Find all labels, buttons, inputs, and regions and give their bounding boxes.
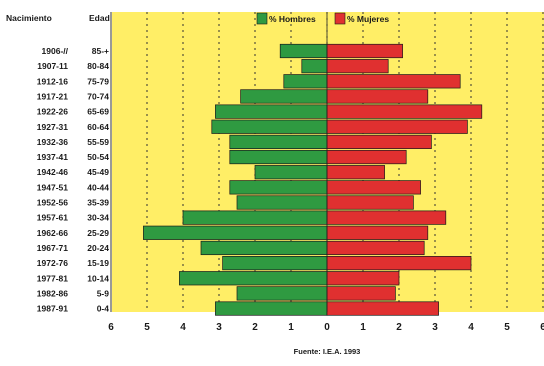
legend-swatch-hombres: [256, 12, 268, 25]
birth-period-label: 1967-71: [37, 243, 68, 253]
x-tick-label: 5: [144, 322, 150, 333]
birth-period-label: 1942-46: [37, 167, 68, 177]
bar-hombres: [179, 271, 328, 286]
bar-hombres: [229, 149, 328, 165]
bar-mujeres: [326, 286, 396, 301]
bar-mujeres: [326, 180, 421, 195]
legend: % Hombres % Mujeres: [256, 12, 389, 25]
x-tick-label: 4: [180, 322, 186, 333]
bar-mujeres: [326, 43, 403, 59]
header-edad: Edad: [89, 13, 110, 23]
bar-hombres: [229, 134, 328, 149]
birth-period-label: 1987-91: [37, 304, 68, 314]
birth-period-label: 1952-56: [37, 198, 68, 208]
age-group-label: 85-+: [92, 46, 109, 56]
x-tick-label: 6: [540, 322, 544, 333]
birth-period-label: 1907-11: [37, 61, 68, 71]
age-group-label: 80-84: [87, 61, 109, 71]
bar-mujeres: [326, 240, 425, 256]
birth-period-label: 1932-36: [37, 137, 68, 147]
bar-mujeres: [326, 165, 385, 180]
bar-hombres: [143, 225, 328, 240]
legend-swatch-mujeres: [334, 12, 346, 25]
bar-hombres: [211, 119, 328, 134]
bar-mujeres: [326, 74, 461, 89]
birth-period-label: 1917-21: [37, 91, 68, 101]
birth-period-label: 1962-66: [37, 228, 68, 238]
bar-mujeres: [326, 119, 468, 134]
birth-period-label: 1906-//: [42, 46, 69, 56]
bar-hombres: [240, 89, 328, 104]
birth-period-label: 1922-26: [37, 107, 68, 117]
birth-period-label: 1982-86: [37, 288, 68, 298]
birth-period-label: 1972-76: [37, 258, 68, 268]
age-group-label: 5-9: [97, 288, 110, 298]
age-group-label: 65-69: [87, 107, 109, 117]
bar-mujeres: [326, 225, 429, 240]
birth-period-label: 1937-41: [37, 152, 68, 162]
birth-period-label: 1912-16: [37, 76, 68, 86]
bar-hombres: [279, 43, 328, 59]
bar-mujeres: [326, 256, 472, 271]
age-group-label: 55-59: [87, 137, 109, 147]
bar-hombres: [229, 180, 328, 195]
x-tick-label: 3: [432, 322, 438, 333]
bar-mujeres: [326, 210, 447, 225]
legend-label-mujeres: % Mujeres: [347, 14, 389, 24]
x-tick-label: 4: [468, 322, 474, 333]
bar-mujeres: [326, 134, 432, 149]
bar-hombres: [254, 165, 328, 180]
age-group-label: 75-79: [87, 76, 109, 86]
age-group-label: 0-4: [97, 304, 110, 314]
bar-hombres: [222, 256, 328, 271]
age-group-label: 20-24: [87, 243, 109, 253]
bar-mujeres: [326, 59, 389, 74]
age-group-label: 15-19: [87, 258, 109, 268]
birth-period-label: 1977-81: [37, 273, 68, 283]
source-note: Fuente: I.E.A. 1993: [294, 347, 361, 356]
age-group-label: 50-54: [87, 152, 109, 162]
bar-hombres: [301, 59, 328, 74]
bar-mujeres: [326, 104, 483, 119]
bar-hombres: [200, 240, 328, 256]
age-group-label: 10-14: [87, 273, 109, 283]
age-group-label: 45-49: [87, 167, 109, 177]
legend-label-hombres: % Hombres: [269, 14, 316, 24]
bar-hombres: [215, 301, 328, 316]
header-nacimiento: Nacimiento: [6, 13, 52, 23]
bar-mujeres: [326, 301, 439, 316]
bar-hombres: [236, 195, 328, 210]
bar-mujeres: [326, 271, 400, 286]
birth-period-label: 1927-31: [37, 122, 68, 132]
age-group-label: 70-74: [87, 91, 109, 101]
bar-mujeres: [326, 149, 407, 165]
age-group-label: 25-29: [87, 228, 109, 238]
birth-period-label: 1957-61: [37, 213, 68, 223]
birth-period-label: 1947-51: [37, 182, 68, 192]
x-tick-label: 1: [360, 322, 366, 333]
x-tick-label: 2: [396, 322, 402, 333]
x-tick-label: 1: [288, 322, 294, 333]
x-tick-label: 0: [324, 322, 330, 333]
age-group-label: 40-44: [87, 182, 109, 192]
bar-hombres: [182, 210, 328, 225]
age-group-label: 60-64: [87, 122, 109, 132]
bar-hombres: [283, 74, 328, 89]
age-group-label: 35-39: [87, 198, 109, 208]
x-tick-label: 5: [504, 322, 510, 333]
bar-hombres: [236, 286, 328, 301]
x-tick-label: 2: [252, 322, 258, 333]
x-tick-label: 6: [108, 322, 114, 333]
bar-mujeres: [326, 195, 414, 210]
bar-mujeres: [326, 89, 429, 104]
age-group-label: 30-34: [87, 213, 109, 223]
bar-hombres: [215, 104, 328, 119]
x-tick-label: 3: [216, 322, 222, 333]
